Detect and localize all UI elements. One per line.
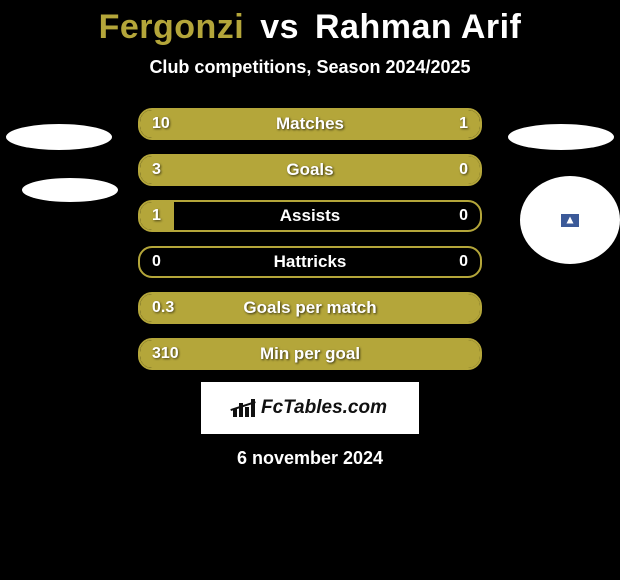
player2-avatar-placeholder xyxy=(508,124,614,150)
subtitle: Club competitions, Season 2024/2025 xyxy=(0,57,620,78)
stat-value-left: 0.3 xyxy=(152,299,174,317)
stat-row: 0.3 Goals per match xyxy=(138,292,482,324)
date-text: 6 november 2024 xyxy=(0,448,620,469)
stat-value-right: 1 xyxy=(459,115,468,133)
player2-name: Rahman Arif xyxy=(315,8,521,46)
stat-value-left: 3 xyxy=(152,161,161,179)
badge-text: FcTables.com xyxy=(261,397,387,419)
stat-row: 0 Hattricks 0 xyxy=(138,246,482,278)
stat-label: Goals per match xyxy=(243,298,376,318)
source-badge: FcTables.com xyxy=(201,382,419,434)
stat-value-left: 1 xyxy=(152,207,161,225)
stat-label: Min per goal xyxy=(260,344,360,364)
player1-flag-placeholder xyxy=(22,178,118,202)
vs-text: vs xyxy=(260,8,299,46)
stat-row: 1 Assists 0 xyxy=(138,200,482,232)
stat-row: 3 Goals 0 xyxy=(138,154,482,186)
stat-label: Goals xyxy=(286,160,333,180)
stat-value-left: 0 xyxy=(152,253,161,271)
player1-name: Fergonzi xyxy=(99,8,245,46)
stat-row: 310 Min per goal xyxy=(138,338,482,370)
stat-value-right: 0 xyxy=(459,253,468,271)
stat-fill-left xyxy=(140,110,402,138)
stat-value-left: 310 xyxy=(152,345,179,363)
stat-value-left: 10 xyxy=(152,115,170,133)
stat-fill-right xyxy=(402,110,480,138)
player1-avatar-placeholder xyxy=(6,124,112,150)
stat-value-right: 0 xyxy=(459,207,468,225)
stat-label: Hattricks xyxy=(274,252,347,272)
stat-value-right: 0 xyxy=(459,161,468,179)
stat-label: Assists xyxy=(280,206,340,226)
comparison-title: Fergonzi vs Rahman Arif xyxy=(0,0,620,47)
player2-flag-placeholder xyxy=(520,176,620,264)
stat-label: Matches xyxy=(276,114,344,134)
chart-icon xyxy=(233,399,255,417)
stat-row: 10 Matches 1 xyxy=(138,108,482,140)
flag-icon xyxy=(561,214,579,227)
